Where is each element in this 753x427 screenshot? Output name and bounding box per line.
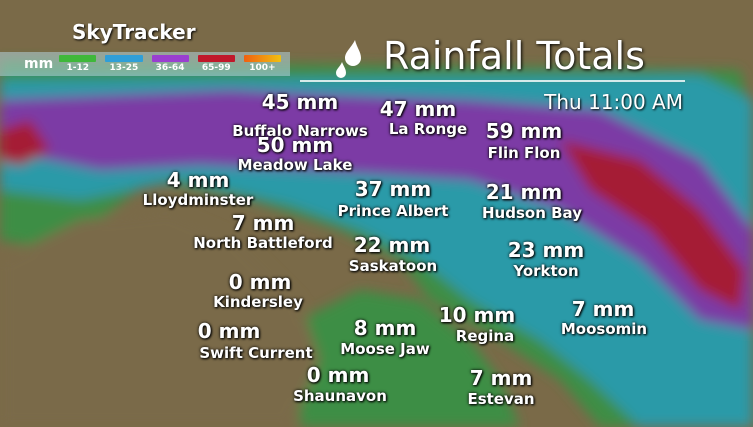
legend: mm 1-12 13-25 36-64 65-99 100+ — [0, 52, 290, 76]
raindrops-icon — [336, 40, 361, 78]
city-label: Lloydminster — [142, 191, 254, 209]
rainfall-value: 45 mm — [261, 90, 339, 114]
legend-item: 36-64 — [151, 55, 189, 73]
rainfall-value: 0 mm — [306, 363, 370, 387]
city-label: Regina — [455, 327, 515, 345]
legend-item: 65-99 — [197, 55, 235, 73]
rainfall-value: 37 mm — [354, 177, 432, 201]
legend-label: 36-64 — [155, 63, 185, 73]
page-title: Rainfall Totals — [383, 34, 645, 78]
city-label: Moosomin — [560, 320, 648, 338]
rainfall-value: 7 mm — [469, 366, 533, 390]
city-label: Estevan — [467, 390, 535, 408]
rainfall-value: 8 mm — [353, 316, 417, 340]
city-label: Moose Jaw — [340, 340, 430, 358]
city-label: Flin Flon — [487, 144, 561, 162]
city-label: Hudson Bay — [482, 204, 582, 222]
rainfall-value: 7 mm — [571, 297, 635, 321]
legend-label: 1-12 — [66, 63, 90, 73]
city-label: Prince Albert — [337, 202, 449, 220]
brand-logo: SkyTracker — [72, 20, 196, 44]
rainfall-value: 0 mm — [228, 270, 292, 294]
city-label: Kindersley — [213, 293, 303, 311]
legend-unit: mm — [24, 56, 54, 72]
rainfall-value: 23 mm — [507, 238, 585, 262]
title-divider — [300, 80, 685, 82]
rainfall-value: 50 mm — [256, 133, 334, 157]
legend-label: 13-25 — [109, 63, 139, 73]
city-label: Shaunavon — [293, 387, 387, 405]
city-label: Swift Current — [199, 344, 313, 362]
rainfall-value: 21 mm — [485, 180, 563, 204]
city-label: Meadow Lake — [237, 156, 353, 174]
legend-label: 100+ — [249, 63, 276, 73]
city-label: La Ronge — [388, 120, 468, 138]
legend-item: 13-25 — [105, 55, 143, 73]
city-label: Yorkton — [513, 262, 579, 280]
rainfall-value: 47 mm — [379, 97, 457, 121]
rainfall-value: 22 mm — [353, 233, 431, 257]
rainfall-value: 7 mm — [231, 211, 295, 235]
city-label: North Battleford — [193, 234, 333, 252]
legend-label: 65-99 — [201, 63, 231, 73]
rainfall-value: 4 mm — [166, 168, 230, 192]
timestamp: Thu 11:00 AM — [544, 90, 683, 114]
city-label: Saskatoon — [348, 257, 438, 275]
rainfall-value: 59 mm — [485, 119, 563, 143]
rainfall-value: 10 mm — [438, 303, 516, 327]
rainfall-value: 0 mm — [197, 319, 261, 343]
legend-item: 1-12 — [59, 55, 97, 73]
legend-item: 100+ — [243, 55, 281, 73]
city-label: Buffalo Narrows — [232, 122, 368, 140]
